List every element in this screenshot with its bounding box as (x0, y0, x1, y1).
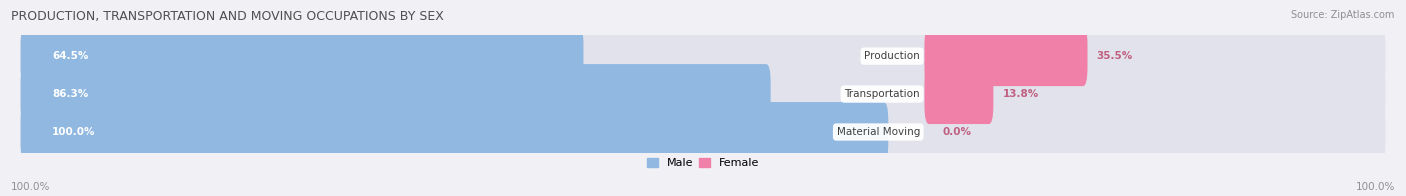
Text: 13.8%: 13.8% (1002, 89, 1039, 99)
FancyBboxPatch shape (21, 102, 889, 162)
Text: 35.5%: 35.5% (1097, 51, 1133, 61)
FancyBboxPatch shape (21, 26, 583, 86)
Text: 100.0%: 100.0% (52, 127, 96, 137)
Text: Material Moving: Material Moving (837, 127, 920, 137)
FancyBboxPatch shape (21, 64, 1385, 124)
FancyBboxPatch shape (21, 102, 1385, 162)
FancyBboxPatch shape (925, 64, 994, 124)
Legend: Male, Female: Male, Female (647, 158, 759, 169)
Text: 86.3%: 86.3% (52, 89, 89, 99)
FancyBboxPatch shape (21, 64, 770, 124)
Text: 0.0%: 0.0% (942, 127, 972, 137)
FancyBboxPatch shape (21, 26, 1385, 86)
FancyBboxPatch shape (925, 26, 1087, 86)
Text: Transportation: Transportation (844, 89, 920, 99)
Text: PRODUCTION, TRANSPORTATION AND MOVING OCCUPATIONS BY SEX: PRODUCTION, TRANSPORTATION AND MOVING OC… (11, 10, 444, 23)
Text: 64.5%: 64.5% (52, 51, 89, 61)
Text: Source: ZipAtlas.com: Source: ZipAtlas.com (1291, 10, 1395, 20)
Text: 100.0%: 100.0% (1355, 182, 1395, 192)
Text: Production: Production (865, 51, 920, 61)
Text: 100.0%: 100.0% (11, 182, 51, 192)
